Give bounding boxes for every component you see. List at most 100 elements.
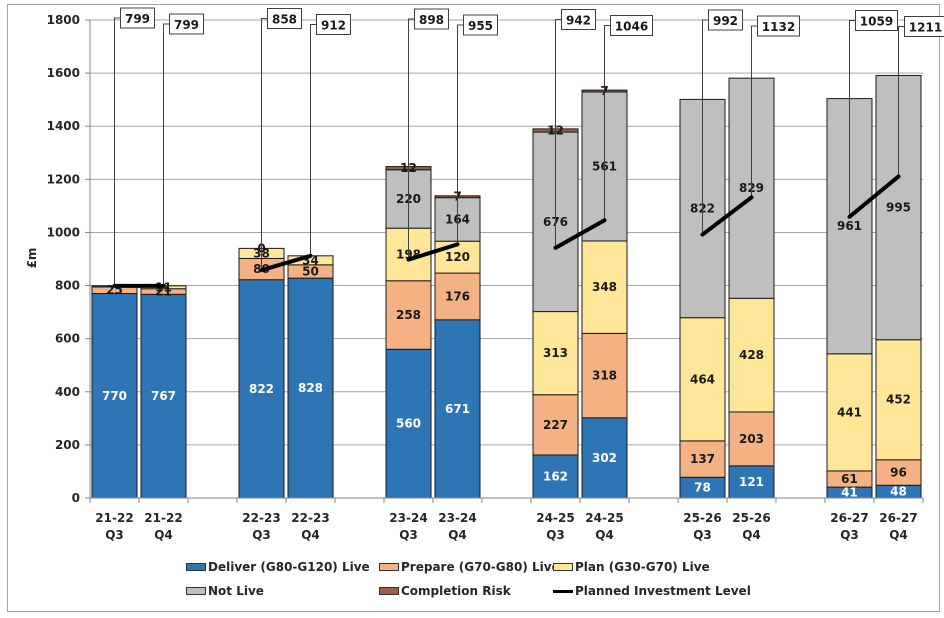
segment-value-label: 61 <box>841 472 858 486</box>
annotation-box <box>610 15 653 36</box>
annotation-box <box>708 9 743 31</box>
segment-value-label: 78 <box>694 481 711 495</box>
segment-value-label: 428 <box>739 348 764 362</box>
annotation-leader-line <box>261 18 268 271</box>
chart-frame <box>7 4 940 612</box>
y-tick-label: 1600 <box>47 66 80 80</box>
annotation-value: 942 <box>566 14 591 28</box>
legend-swatch-completion-risk <box>379 587 399 595</box>
segment-value-label: 560 <box>396 417 421 431</box>
annotation-box <box>855 10 898 31</box>
annotation-value: 992 <box>713 14 738 28</box>
segment-value-label: 770 <box>102 389 127 403</box>
legend-item-completion-risk: Completion Risk <box>379 584 511 598</box>
bar-segment <box>728 297 775 413</box>
annotation-leader-line <box>751 25 758 198</box>
legend-item-planned-investment: Planned Investment Level <box>553 584 751 598</box>
legend-label: Plan (G30-G70) Live <box>575 560 710 574</box>
segment-value-label: 313 <box>543 346 568 360</box>
annotation-leader-line <box>408 18 415 260</box>
x-tick-label-year: 26-27 <box>830 511 868 525</box>
segment-value-label: 822 <box>249 382 274 396</box>
segment-value-label: 21 <box>155 285 172 299</box>
annotation-leader-line <box>849 20 856 217</box>
planned-investment-line <box>112 174 901 288</box>
legend-label: Completion Risk <box>401 584 511 598</box>
x-tick-label-year: 26-27 <box>879 511 917 525</box>
segment-value-label: 203 <box>739 432 764 446</box>
annotation-box <box>120 7 155 29</box>
legend-item-deliver: Deliver (G80-G120) Live <box>186 560 370 574</box>
legend-swatch-plan <box>553 563 573 571</box>
segment-value-label: 258 <box>396 308 421 322</box>
annotation-box <box>904 16 944 37</box>
x-tick-label-year: 21-22 <box>95 511 133 525</box>
segment-value-label: 318 <box>592 369 617 383</box>
x-tick-label-year: 22-23 <box>242 511 280 525</box>
legend-label: Planned Investment Level <box>575 584 751 598</box>
x-tick-label-year: 23-24 <box>438 511 476 525</box>
annotation-leader-line <box>555 19 562 248</box>
segment-value-label: 41 <box>841 486 858 500</box>
bar-segment <box>532 454 579 499</box>
annotation-value: 955 <box>468 19 493 33</box>
segment-value-label: 452 <box>886 393 911 407</box>
segment-value-label: 441 <box>837 405 862 419</box>
planned-investment-segment <box>700 195 754 237</box>
segment-value-label: 464 <box>690 372 715 386</box>
segment-value-label: 828 <box>298 381 323 395</box>
y-tick-label: 0 <box>72 491 80 505</box>
annotation-leader-line <box>457 24 464 245</box>
legend-item-plan: Plan (G30-G70) Live <box>553 560 710 574</box>
x-tick-label-quarter: Q4 <box>301 528 320 542</box>
segment-value-label: 176 <box>445 289 470 303</box>
annotation-value: 799 <box>174 18 199 32</box>
x-tick-label-year: 22-23 <box>291 511 329 525</box>
legend-item-prepare: Prepare (G70-G80) Live <box>379 560 560 574</box>
annotation-leader-line <box>702 19 709 235</box>
legend-swatch-prepare <box>379 563 399 571</box>
x-tick-label-quarter: Q3 <box>840 528 859 542</box>
annotation-value: 1046 <box>615 20 648 34</box>
y-tick-label: 1200 <box>47 172 80 186</box>
bar-segment <box>287 277 334 499</box>
segment-value-label: 995 <box>886 201 911 215</box>
legend: Deliver (G80-G120) Live Prepare (G70-G80… <box>186 558 786 606</box>
x-tick-label-year: 24-25 <box>585 511 623 525</box>
bar-segment <box>434 272 481 321</box>
segment-value-label: 162 <box>543 469 568 483</box>
annotation-leader-line <box>604 25 611 221</box>
planned-investment-segment <box>406 242 460 262</box>
x-tick-label-quarter: Q4 <box>742 528 761 542</box>
x-tick-label-year: 25-26 <box>683 511 721 525</box>
segment-value-label: 302 <box>592 451 617 465</box>
segment-value-label: 121 <box>739 475 764 489</box>
bar-segment <box>581 332 628 419</box>
planned-investment-segment <box>553 218 607 250</box>
segment-value-label: 348 <box>592 280 617 294</box>
annotation-value: 858 <box>272 13 297 27</box>
x-tick-label-quarter: Q3 <box>693 528 712 542</box>
x-tick-label-year: 24-25 <box>536 511 574 525</box>
bar-segment <box>532 311 579 396</box>
bar-segment <box>434 319 481 499</box>
bar-segment <box>581 240 628 334</box>
annotation-leader-line <box>163 23 170 286</box>
segment-value-label: 48 <box>890 485 907 499</box>
y-tick-label: 200 <box>55 438 80 452</box>
annotation-value: 1132 <box>762 20 795 34</box>
bar-segment <box>434 240 481 274</box>
segment-value-label: 120 <box>445 250 470 264</box>
annotation-leader-line <box>898 26 905 177</box>
segment-value-label: 961 <box>837 219 862 233</box>
gridlines <box>90 19 923 446</box>
annotation-box <box>169 13 204 35</box>
bar-segment <box>728 411 775 467</box>
y-axis-title: £m <box>25 248 39 269</box>
y-tick-label: 1400 <box>47 119 80 133</box>
segment-value-label: 227 <box>543 418 568 432</box>
x-tick-label-quarter: Q4 <box>889 528 908 542</box>
legend-label: Not Live <box>208 584 264 598</box>
segment-value-label: 137 <box>690 452 715 466</box>
x-tick-label-year: 21-22 <box>144 511 182 525</box>
